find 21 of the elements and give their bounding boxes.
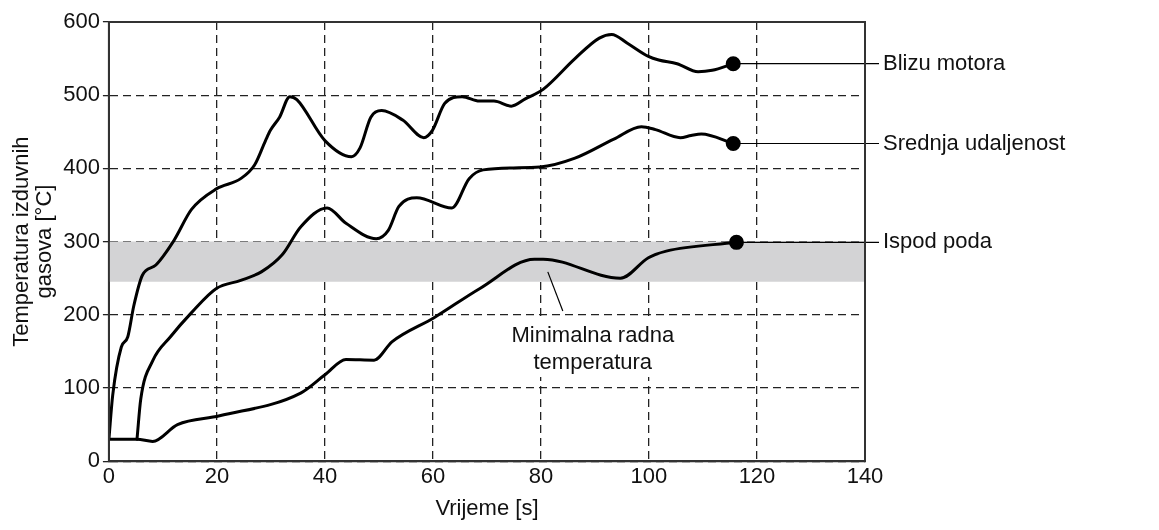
x-tick-label: 0 (102, 463, 116, 489)
x-axis-title: Vrijeme [s] (435, 494, 539, 520)
y-tick-label: 100 (63, 374, 100, 400)
y-tick-label: 600 (63, 8, 100, 34)
text: Ispod poda (883, 228, 993, 254)
y-tick-label: 200 (63, 300, 100, 326)
y-tick-label: 300 (63, 227, 100, 253)
x-tick-label: 120 (738, 463, 776, 489)
x-tick-label: 20 (204, 463, 230, 489)
y-tick-label: 400 (63, 154, 100, 180)
x-tick-label: 80 (528, 463, 554, 489)
x-tick-label: 60 (420, 463, 446, 489)
y-tick-label: 0 (87, 447, 100, 473)
y-tick-label: 500 (63, 81, 100, 107)
text: Blizu motora (883, 49, 1007, 75)
x-tick-label: 140 (846, 463, 884, 489)
x-tick-label: 100 (630, 463, 668, 489)
y-axis-title: Temperatura izduvnih gasova [°C] (7, 136, 56, 347)
annotation: Minimalna radna temperatura (511, 322, 675, 375)
text: Srednja udaljenost (883, 129, 1066, 155)
x-tick-label: 40 (312, 463, 338, 489)
